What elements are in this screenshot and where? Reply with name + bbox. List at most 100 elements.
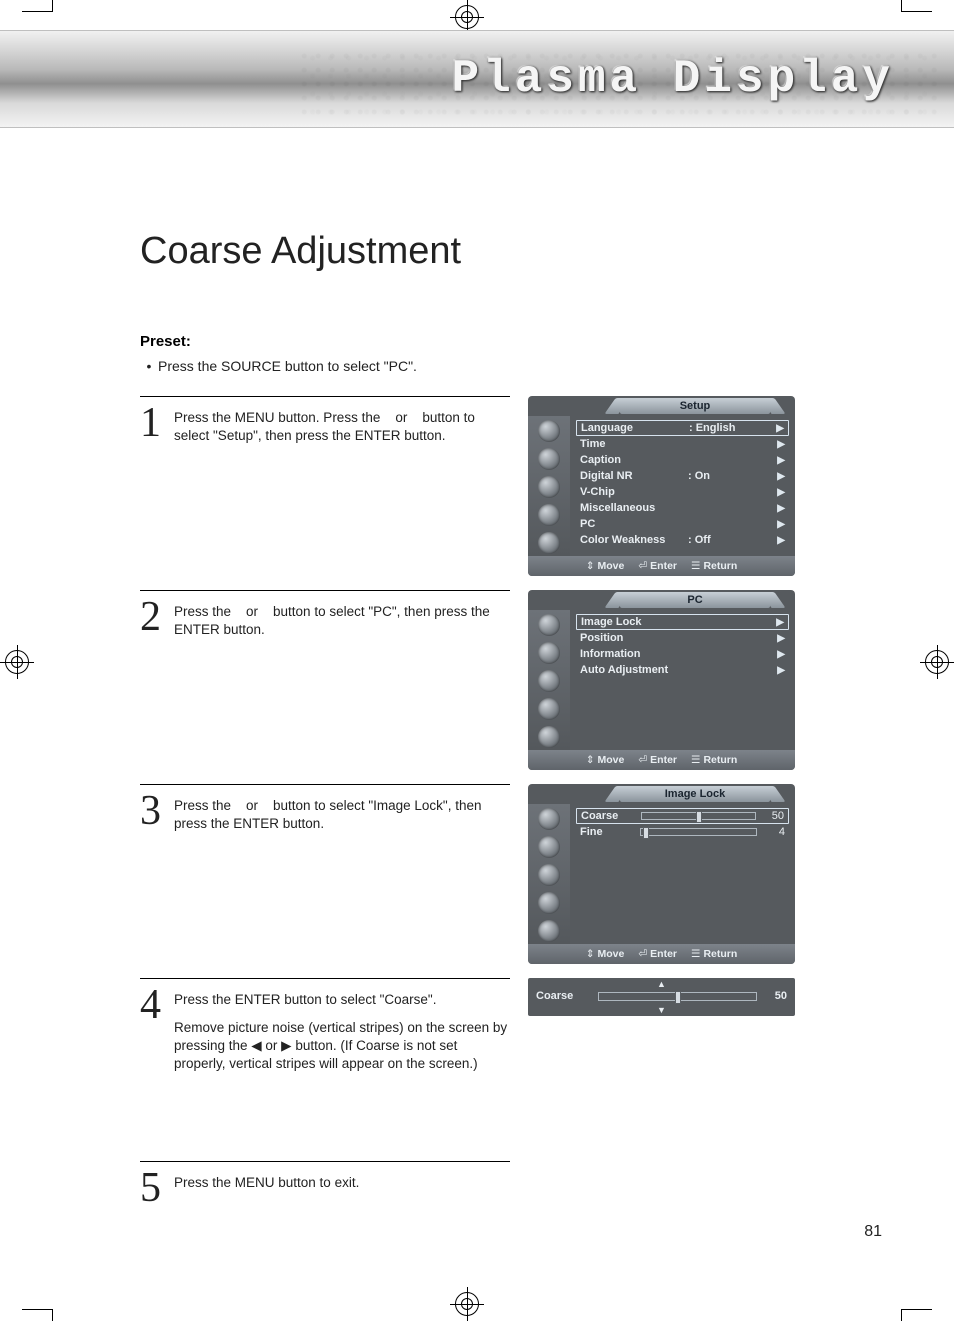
chevron-right-icon: ▶ bbox=[776, 423, 784, 434]
rule bbox=[140, 784, 510, 785]
osd-list: Language: English▶Time▶Caption▶Digital N… bbox=[570, 416, 795, 556]
osd-row: Position ▶ bbox=[576, 630, 789, 646]
registration-mark bbox=[0, 645, 34, 679]
osd-icon-col bbox=[528, 416, 570, 556]
osd-row-label: Position bbox=[580, 632, 688, 644]
osd-row-label: Image Lock bbox=[581, 616, 689, 628]
return-icon: ☰ bbox=[691, 948, 700, 960]
chevron-right-icon: ▶ bbox=[777, 471, 785, 482]
slider-track bbox=[598, 992, 757, 1001]
osd-footer: ⇕Move ⏎Enter ☰Return bbox=[528, 944, 795, 964]
osd-foot-move: Move bbox=[598, 948, 625, 960]
osd-foot-move: Move bbox=[598, 754, 625, 766]
osd-slider-row: Coarse 50 bbox=[576, 808, 789, 824]
osd-icon bbox=[538, 642, 560, 664]
rule bbox=[140, 1161, 510, 1162]
coarse-label: Coarse bbox=[536, 990, 590, 1002]
osd-row: Image Lock▶ bbox=[576, 614, 789, 630]
bullet-icon: • bbox=[140, 358, 158, 374]
osd-row-label: Information bbox=[580, 648, 688, 660]
step-text: Press the MENU button to exit. bbox=[174, 1168, 359, 1192]
preset-text: Press the SOURCE button to select "PC". bbox=[158, 358, 417, 374]
step-text: Press the ENTER button to select "Coarse… bbox=[174, 985, 510, 1073]
move-icon: ⇕ bbox=[586, 948, 595, 960]
registration-mark bbox=[920, 645, 954, 679]
osd-setup: Setup Language: English▶Time▶Caption▶Dig… bbox=[528, 396, 795, 576]
crop-mark bbox=[22, 11, 52, 12]
chevron-right-icon: ▶ bbox=[777, 633, 785, 644]
registration-mark bbox=[450, 1287, 484, 1321]
preset-bullet: • Press the SOURCE button to select "PC"… bbox=[140, 358, 880, 374]
return-icon: ☰ bbox=[691, 560, 700, 572]
header-banner: Plasma Display bbox=[0, 30, 954, 128]
osd-row: Language: English▶ bbox=[576, 420, 789, 436]
step-number: 4 bbox=[140, 985, 174, 1021]
slider-thumb bbox=[696, 811, 702, 823]
step-text-b: Remove picture noise (vertical stripes) … bbox=[174, 1019, 510, 1073]
step-text: Press the MENU button. Press the or butt… bbox=[174, 403, 510, 445]
step-3: 3 Press the or button to select "Image L… bbox=[140, 784, 880, 964]
osd-footer: ⇕Move ⏎Enter ☰Return bbox=[528, 556, 795, 576]
osd-row: Information ▶ bbox=[576, 646, 789, 662]
osd-icon bbox=[538, 476, 560, 498]
slider-label: Fine bbox=[580, 826, 634, 838]
osd-row-label: Time bbox=[580, 438, 688, 450]
osd-icon bbox=[538, 504, 560, 526]
step-number: 5 bbox=[140, 1168, 174, 1204]
step-4: 4 Press the ENTER button to select "Coar… bbox=[140, 978, 880, 1147]
chevron-right-icon: ▶ bbox=[777, 487, 785, 498]
slider-value: 50 bbox=[762, 808, 784, 824]
enter-icon: ⏎ bbox=[638, 560, 647, 572]
coarse-value: 50 bbox=[765, 990, 787, 1002]
preset-label: Preset: bbox=[140, 333, 880, 350]
osd-foot-return: Return bbox=[703, 754, 737, 766]
step-text-a: Press the ENTER button to select "Coarse… bbox=[174, 991, 510, 1009]
osd-icon bbox=[538, 448, 560, 470]
osd-title: Image Lock bbox=[620, 786, 770, 802]
rule bbox=[140, 590, 510, 591]
crop-mark bbox=[22, 1309, 52, 1310]
banner-title: Plasma Display bbox=[0, 53, 894, 105]
osd-row: Time ▶ bbox=[576, 436, 789, 452]
move-icon: ⇕ bbox=[586, 560, 595, 572]
chevron-right-icon: ▶ bbox=[777, 439, 785, 450]
step-text: Press the or button to select "Image Loc… bbox=[174, 791, 510, 833]
slider-label: Coarse bbox=[581, 810, 635, 822]
osd-icon bbox=[538, 726, 560, 748]
registration-mark bbox=[450, 0, 484, 34]
step-number: 1 bbox=[140, 403, 174, 439]
enter-icon: ⏎ bbox=[638, 948, 647, 960]
osd-row: Caption▶ bbox=[576, 452, 789, 468]
return-icon: ☰ bbox=[691, 754, 700, 766]
osd-icon bbox=[538, 892, 560, 914]
osd-row-label: Color Weakness bbox=[580, 534, 688, 546]
rule bbox=[140, 396, 510, 397]
osd-row: Miscellaneous▶ bbox=[576, 500, 789, 516]
osd-row-label: Miscellaneous bbox=[580, 502, 688, 514]
slider-thumb bbox=[675, 991, 681, 1004]
osd-icon bbox=[538, 420, 560, 442]
triangle-down-icon: ▼ bbox=[657, 1005, 666, 1015]
osd-title: Setup bbox=[620, 398, 770, 414]
osd-foot-move: Move bbox=[598, 560, 625, 572]
osd-icon bbox=[538, 836, 560, 858]
osd-row-label: Auto Adjustment bbox=[580, 664, 688, 676]
osd-row: Auto Adjustment▶ bbox=[576, 662, 789, 678]
osd-row-label: V-Chip bbox=[580, 486, 688, 498]
osd-row-label: Digital NR bbox=[580, 470, 688, 482]
osd-row-label: Caption bbox=[580, 454, 688, 466]
chevron-right-icon: ▶ bbox=[777, 649, 785, 660]
osd-foot-return: Return bbox=[703, 948, 737, 960]
step-text: Press the or button to select "PC", then… bbox=[174, 597, 510, 639]
osd-list: Coarse50Fine4 bbox=[570, 804, 795, 944]
osd-row: V-Chip ▶ bbox=[576, 484, 789, 500]
osd-pc: PC Image Lock▶Position▶Information▶Auto … bbox=[528, 590, 795, 770]
osd-foot-enter: Enter bbox=[650, 754, 677, 766]
osd-foot-enter: Enter bbox=[650, 560, 677, 572]
move-icon: ⇕ bbox=[586, 754, 595, 766]
triangle-up-icon: ▲ bbox=[657, 979, 666, 989]
step-2: 2 Press the or button to select "PC", th… bbox=[140, 590, 880, 770]
osd-icon bbox=[538, 920, 560, 942]
osd-row-value: : English bbox=[689, 422, 776, 434]
osd-image-lock: Image Lock Coarse50Fine4 ⇕Move bbox=[528, 784, 795, 964]
